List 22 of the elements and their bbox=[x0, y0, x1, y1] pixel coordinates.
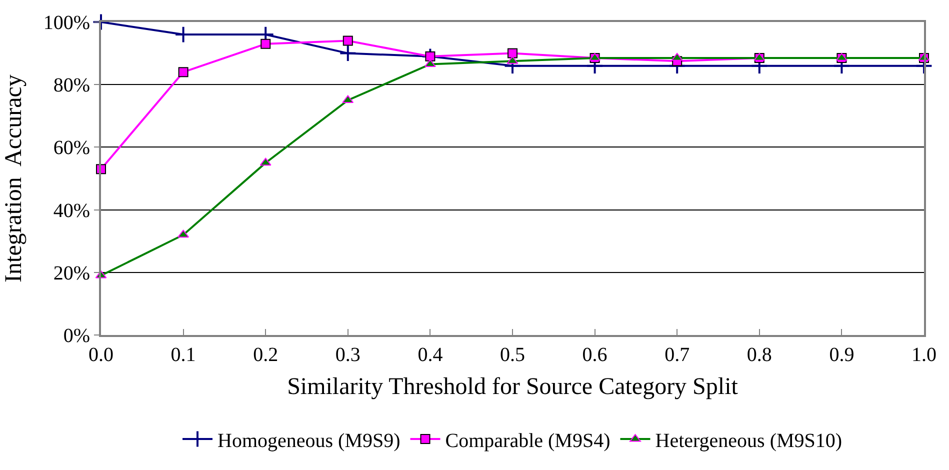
y-tick-label: 60% bbox=[53, 137, 90, 160]
legend-label: Homogeneous (M9S9) bbox=[218, 430, 400, 452]
x-tick-label: 0.2 bbox=[253, 344, 278, 366]
x-tick-label: 0.0 bbox=[88, 344, 114, 366]
x-axis-title: Similarity Threshold for Source Category Split bbox=[287, 374, 738, 400]
x-tick-label: 0.7 bbox=[664, 344, 690, 366]
x-tick-label: 0.9 bbox=[829, 344, 854, 366]
legend-label: Comparable (M9S4) bbox=[445, 430, 610, 452]
x-tick-label: 0.1 bbox=[170, 344, 196, 366]
y-tick-label: 100% bbox=[43, 12, 90, 34]
x-tick-label: 1.0 bbox=[912, 344, 936, 366]
x-tick-label: 0.3 bbox=[335, 344, 360, 366]
y-tick-label: 80% bbox=[53, 74, 90, 97]
x-tick-label: 0.6 bbox=[582, 344, 608, 366]
x-tick-label: 0.8 bbox=[746, 344, 772, 366]
x-tick-label: 0.5 bbox=[500, 344, 525, 366]
y-axis-title: Integration Accuracy bbox=[0, 74, 27, 282]
y-tick-label: 40% bbox=[53, 200, 90, 222]
legend-label: Hetergeneous (M9S10) bbox=[655, 430, 842, 452]
y-tick-label: 0% bbox=[63, 325, 90, 347]
x-tick-label: 0.4 bbox=[418, 344, 443, 366]
y-tick-label: 20% bbox=[53, 262, 90, 284]
